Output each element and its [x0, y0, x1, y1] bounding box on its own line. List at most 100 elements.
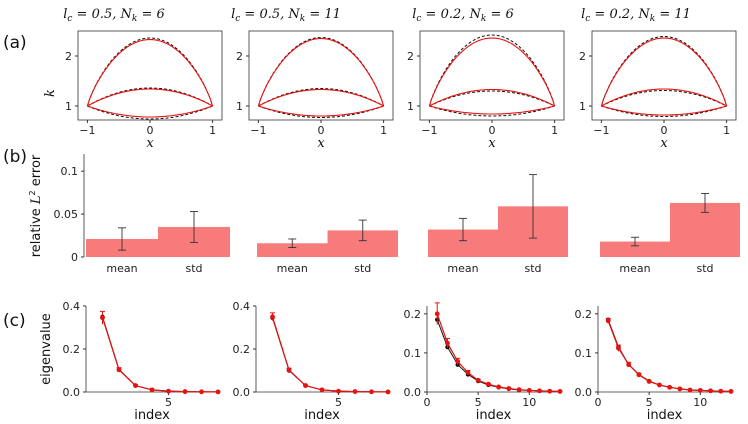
eigen-panel: 0.0 0.1 0.2 0 5 10 index [575, 306, 734, 423]
estimate-point [475, 377, 481, 383]
estimated-curve [601, 88, 727, 107]
estimate-point [385, 389, 391, 395]
estimate-point [636, 372, 642, 378]
x-tick-label: −1 [593, 124, 609, 137]
x-axis-label: index [476, 408, 512, 423]
reference-curve [87, 105, 213, 120]
estimate-point [445, 340, 450, 346]
x-tick-label: 0 [318, 124, 325, 137]
estimate-point [434, 311, 440, 317]
estimate-point [718, 388, 724, 394]
y-tick-label: 0.1 [404, 347, 422, 360]
estimate-point [667, 384, 673, 390]
category-label: mean [277, 262, 308, 275]
y-tick-label: 0.4 [63, 300, 81, 313]
estimate-point [697, 388, 703, 393]
reference-curve [429, 105, 555, 117]
y-tick-label: 2 [579, 50, 586, 63]
estimate-line [271, 316, 389, 393]
x-tick-label: 5 [335, 396, 342, 409]
estimate-point [485, 381, 491, 387]
axes-frame [591, 30, 737, 121]
estimate-point [605, 318, 611, 324]
axes-frame [77, 30, 223, 121]
estimate-point [199, 389, 204, 395]
estimate-point [616, 345, 621, 351]
bar-panel: mean std [257, 219, 398, 275]
y-tick-label: 0 [71, 251, 78, 264]
y-tick-label: 0.0 [63, 386, 81, 399]
estimate-point [557, 389, 563, 394]
estimate-line [607, 320, 732, 392]
estimate-point [646, 379, 652, 384]
y-tick-label: 2 [65, 50, 72, 63]
x-tick-label: 0 [595, 396, 602, 409]
reference-curve [258, 105, 384, 118]
estimate-point [465, 370, 471, 375]
column-title: lc = 0.5, Nk = 11 [231, 7, 341, 24]
curve-panel: −1 0 1 1 2 x [236, 30, 394, 151]
category-label: std [354, 262, 371, 275]
panel-label: (b) [3, 147, 27, 167]
panel-label: (c) [3, 311, 26, 331]
reference-line [607, 319, 732, 392]
panel-label: (a) [3, 33, 27, 53]
estimate-point [677, 386, 683, 392]
curve-panel: −1 0 1 1 2 x [407, 30, 565, 151]
x-tick-label: 0 [661, 124, 668, 137]
x-tick-label: 1 [209, 124, 216, 137]
y-tick-label: 0.2 [233, 343, 251, 356]
category-label: mean [106, 262, 137, 275]
estimated-curve [87, 88, 213, 107]
x-tick-label: 5 [475, 396, 482, 409]
column-title: lc = 0.2, Nk = 6 [412, 7, 514, 24]
column-title: lc = 0.2, Nk = 11 [581, 7, 691, 24]
y-tick-label: 0.2 [63, 343, 81, 356]
category-label: mean [447, 262, 478, 275]
estimate-point [182, 389, 188, 394]
reference-curve [257, 36, 385, 107]
estimated-curve [601, 105, 727, 116]
y-tick-label: 0.05 [54, 208, 79, 221]
y-axis-label: eigenvalue [39, 313, 54, 385]
estimate-point [133, 383, 138, 388]
reference-curve [429, 90, 555, 107]
category-label: std [524, 262, 541, 275]
x-tick-label: 1 [551, 124, 558, 137]
x-tick-label: 10 [693, 396, 707, 409]
estimate-point [687, 387, 693, 393]
x-tick-label: 5 [165, 396, 172, 409]
estimate-point [626, 362, 632, 368]
estimated-curve [429, 88, 555, 107]
estimate-point [516, 387, 522, 393]
eigen-panel: 0.0 0.1 0.2 0 5 10 index [404, 302, 563, 423]
axes-frame [419, 30, 565, 121]
estimated-curve [428, 37, 556, 107]
curve-panel: −1 0 1 1 2 x [579, 30, 737, 151]
estimate-point [496, 384, 502, 390]
estimate-line [436, 313, 561, 392]
category-label: mean [619, 262, 650, 275]
estimate-point [166, 388, 171, 394]
estimate-point [728, 389, 734, 394]
reference-line [102, 316, 219, 393]
curve-panel: −1 0 1 1 2 x [65, 30, 223, 151]
estimated-curve [258, 88, 384, 107]
row-b-errors: 0 0.05 0.1 mean std mean std mean std mean std rela… [28, 154, 740, 275]
estimate-point [286, 367, 292, 373]
category-label: std [696, 262, 713, 275]
estimated-curve [257, 37, 385, 107]
x-tick-label: 0 [424, 396, 431, 409]
estimate-point [336, 388, 341, 394]
y-tick-label: 2 [236, 50, 243, 63]
reference-curve [600, 35, 728, 107]
estimate-point [149, 387, 155, 393]
estimate-point [455, 359, 461, 364]
error-bar-rect [257, 243, 328, 257]
estimate-point [215, 389, 221, 395]
estimate-point [656, 382, 662, 388]
estimated-curve [87, 105, 213, 118]
y-tick-label: 0.0 [404, 386, 422, 399]
bar-panel: mean std [600, 193, 740, 275]
